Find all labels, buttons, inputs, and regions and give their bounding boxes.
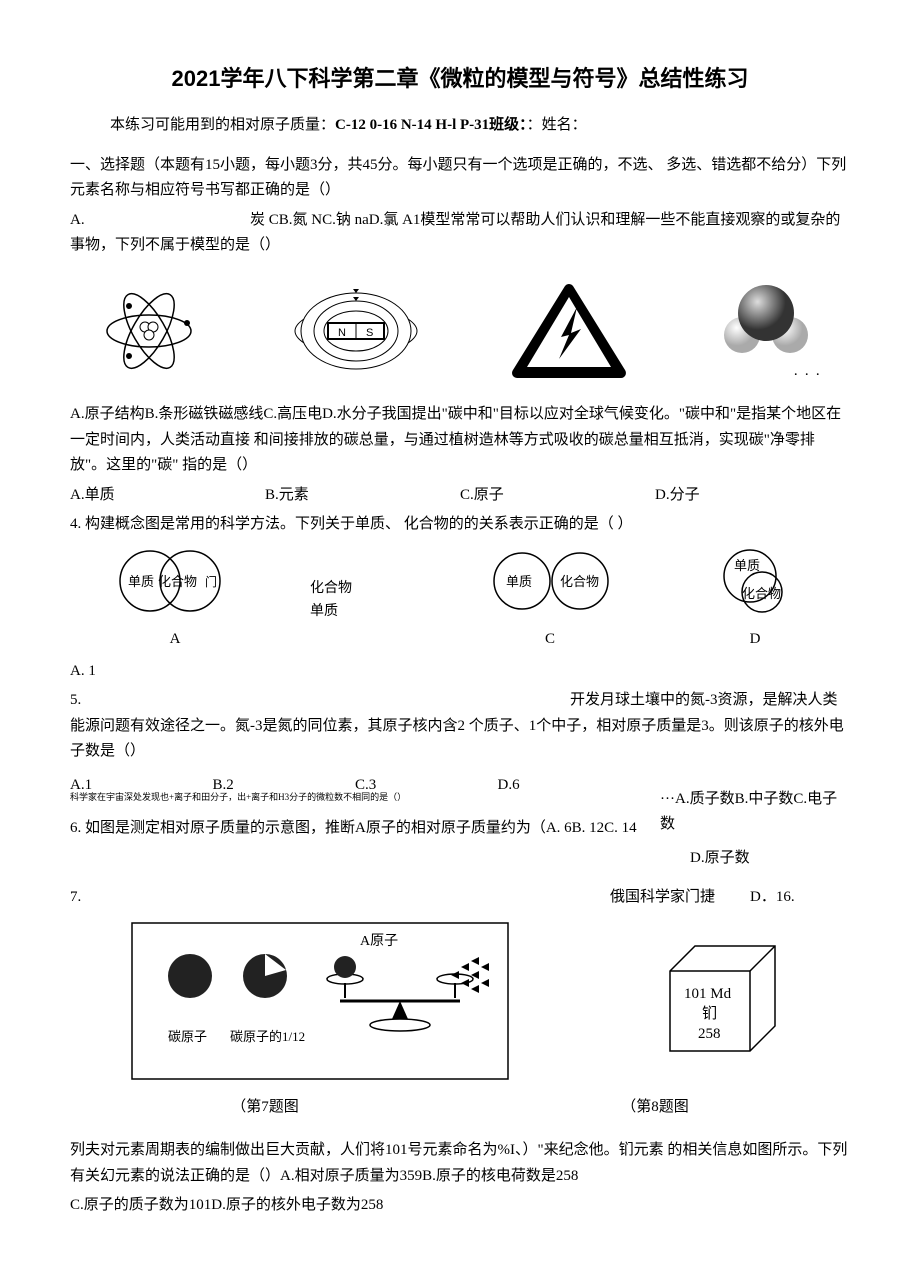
q6-text: 6. 如图是测定相对原子质量的示意图，推断A原子的相对原子质量约为（A. 6B.… [70,816,640,842]
side-options: ···A.质子数B.中子数C.电子数 D.原子数 [640,769,850,872]
q8-cd: C.原子的质子数为101D.原子的核外电子数为258 [70,1193,850,1219]
q7-mid: 俄国科学家门捷 [610,885,750,911]
q7-line: 7. 俄国科学家门捷 D．16. [70,885,850,911]
section1-intro: 一、选择题（本题有15小题，每小题3分，共45分。每小题只有一个选项是正确的，不… [70,153,850,204]
magnet-field-icon: N S [281,286,431,376]
page-title: 2021学年八下科学第二章《微粒的模型与符号》总结性练习 [70,60,850,97]
venn-c: 单质 化合物 C [470,548,630,653]
venn-d-label: D [690,627,820,653]
svg-text:化合物: 化合物 [742,586,781,601]
svg-text:化合物: 化合物 [560,574,599,589]
svg-text:门: 门 [205,574,217,589]
q7-d: D．16. [750,885,850,911]
q3-d: D.分子 [655,483,850,509]
dots: ··· [706,363,826,389]
q2-q3-text: A.原子结构B.条形磁铁磁感线C.高压电D.水分子我国提出"碳中和"目标以应对全… [70,402,850,479]
subtitle-pre: 本练习可能用到的相对原子质量： [110,117,335,133]
svg-text:N: N [338,327,346,339]
venn-b-2: 单质 [310,600,410,624]
elem-mass: 258 [698,1026,721,1042]
q4-text: 4. 构建概念图是常用的科学方法。下列关于单质、 化合物的的关系表示正确的是（ … [70,512,850,538]
side-d: D.原子数 [660,846,850,872]
water-molecule-icon [706,273,826,363]
q5-d: D.6 [498,773,641,799]
q3-options: A.单质 B.元素 C.原子 D.分子 [70,483,850,509]
venn-c-label: C [470,627,630,653]
q5-opts-block: A.1 B.2 C.3 D.6 科学家在宇宙深处发现也+离子和田分子，出+离子和… [70,769,850,872]
svg-text:单质: 单质 [734,558,760,573]
venn-d: 单质 化合物 D [690,548,820,653]
venn-b: 化合物 单质 [310,577,410,625]
elem-name: 钔 [702,1005,717,1022]
venn-a-2: 化合物 [158,574,197,589]
fig-captions: （第7题图 （第8题图 [70,1095,850,1121]
q8-text: 列夫对元素周期表的编制做出巨大贡献，人们将101号元素命名为%I、）"来纪念他。… [70,1138,850,1189]
subtitle-bold: C-12 0-16 N-14 H-l P-31班级： [335,117,527,133]
fig7-right-label: 碳原子的1/12 [230,1029,305,1044]
fig7-8-row: 碳原子 碳原子的1/12 A原子 101 Md [70,921,850,1081]
high-voltage-icon [509,281,629,381]
q7-num: 7. [70,885,130,911]
elem-num: 101 Md [684,986,732,1002]
balance-fig-icon: 碳原子 碳原子的1/12 A原子 [130,921,510,1081]
svg-text:S: S [366,327,373,339]
model-images-row: N S ··· [70,273,850,389]
q5-num: 5. [70,688,570,714]
venn-row: 单质 化合物 门 A 化合物 单质 单质 化合物 C 单质 化合物 D [70,548,850,653]
venn-a-1: 单质 [128,574,154,589]
venn-b-1: 化合物 [310,577,410,601]
atom-structure-icon [94,281,204,381]
fig8-caption: （第8题图 [621,1095,689,1121]
side-abc: ···A.质子数B.中子数C.电子数 [660,787,850,838]
q5: 5.开发月球土壤中的氮-3资源，是解决人类能源问题有效途径之一。氮-3是氮的同位… [70,688,850,765]
element-box-icon: 101 Md 钔 258 [660,936,790,1066]
q3-b: B.元素 [265,483,460,509]
venn-a: 单质 化合物 门 A [100,548,250,653]
q1-options: A.炭 CB.氮 NC.钠 naD.氯 A1模型常常可以帮助人们认识和理解一些不… [70,208,850,259]
fig7-left-label: 碳原子 [168,1029,207,1044]
fig7-a-label: A原子 [360,933,398,949]
q3-c: C.原子 [460,483,655,509]
subtitle-after: ：姓名： [527,117,587,133]
q4-a1: A. 1 [70,659,850,685]
fig7-caption: （第7题图 [231,1095,299,1121]
q3-a: A.单质 [70,483,265,509]
svg-text:单质: 单质 [506,574,532,589]
water-molecule-block: ··· [706,273,826,389]
q1-a: A. [70,208,250,234]
subtitle: 本练习可能用到的相对原子质量：C-12 0-16 N-14 H-l P-31班级… [110,113,850,139]
venn-a-label: A [100,627,250,653]
